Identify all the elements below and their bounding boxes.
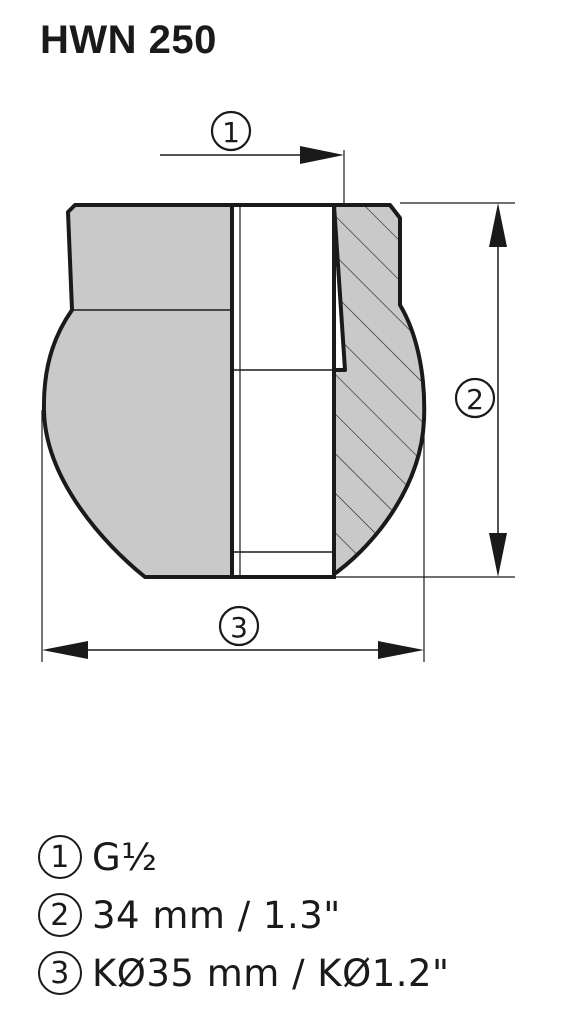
body-left-section [41, 203, 234, 579]
dim1-arrowhead [300, 146, 344, 164]
legend-item: 3 KØ35 mm / KØ1.2" [38, 944, 450, 1002]
callout-2-circle [454, 377, 496, 419]
dim2-arrowhead-top [489, 203, 507, 247]
callout-1-circle [210, 110, 252, 152]
callout-1-label: 1 [222, 116, 240, 149]
legend: 1 G½ 2 34 mm / 1.3" 3 KØ35 mm / KØ1.2" [38, 828, 450, 1002]
legend-marker: 1 [38, 835, 82, 879]
drawing-title: HWN 250 [40, 18, 217, 62]
technical-drawing: 1 2 3 [41, 110, 515, 662]
callout-3-label: 3 [230, 611, 248, 644]
bore [230, 203, 336, 579]
legend-text: 34 mm / 1.3" [92, 893, 341, 937]
dim2-arrowhead-bottom [489, 533, 507, 577]
legend-item: 2 34 mm / 1.3" [38, 886, 450, 944]
legend-marker: 2 [38, 893, 82, 937]
dim3-arrowhead-left [42, 641, 88, 659]
legend-text: KØ35 mm / KØ1.2" [92, 951, 450, 995]
legend-marker: 3 [38, 951, 82, 995]
callout-2-label: 2 [466, 383, 484, 416]
legend-text: G½ [92, 835, 158, 879]
callout-3-circle [218, 605, 260, 647]
legend-item: 1 G½ [38, 828, 450, 886]
dim3-arrowhead-right [378, 641, 424, 659]
